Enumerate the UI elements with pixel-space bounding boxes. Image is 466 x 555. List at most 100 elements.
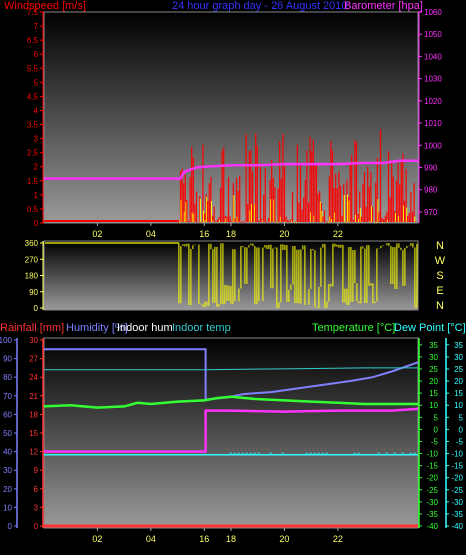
temp-y-tick-label: 10 (429, 401, 438, 410)
temp-x-tick-label: 20 (279, 534, 289, 544)
rain-y-tick-label: 70 (3, 392, 12, 401)
dew-y-tick-label: -10 (451, 450, 463, 459)
wind-y-tick-label: 7.5 (27, 8, 39, 17)
baro-y-tick-label: 1000 (424, 141, 442, 150)
dew-y-tick-label: 15 (454, 389, 463, 398)
dew-y-tick-label: -35 (451, 510, 463, 519)
hum-y-tick-label: 27 (29, 355, 38, 364)
hum-y-tick-label: 0 (34, 522, 39, 531)
rain-y-tick-label: 0 (8, 522, 13, 531)
dir-y-tick-label: 270 (25, 255, 39, 264)
baro-y-tick-label: 1030 (424, 75, 442, 84)
hum-y-tick-label: 9 (34, 466, 39, 475)
rainfall-label: Rainfall [mm] (0, 322, 64, 334)
dew-y-tick-label: -30 (451, 498, 463, 507)
wind-x-tick-label: 22 (333, 229, 343, 239)
temp-y-tick-label: -25 (426, 486, 438, 495)
compass-label: S (436, 270, 443, 282)
hum-y-tick-label: 6 (34, 485, 39, 494)
temp-y-tick-label: 15 (429, 389, 438, 398)
baro-y-tick-label: 970 (424, 208, 438, 217)
temp-y-tick-label: -5 (431, 437, 439, 446)
wind-y-tick-label: 1 (34, 191, 39, 200)
baro-y-tick-label: 1020 (424, 97, 442, 106)
temp-x-tick-label: 18 (226, 534, 236, 544)
temp-x-tick-label: 16 (199, 534, 209, 544)
temp-y-tick-label: -15 (426, 462, 438, 471)
wind-y-tick-label: 6 (34, 50, 39, 59)
hum-y-tick-label: 18 (29, 410, 38, 419)
dir-y-tick-label: 180 (25, 272, 39, 281)
hum-y-tick-label: 12 (29, 448, 38, 457)
rain-y-tick-label: 10 (3, 503, 12, 512)
baro-y-tick-label: 990 (424, 163, 438, 172)
dew-y-tick-label: -20 (451, 474, 463, 483)
dew-y-tick-label: -15 (451, 462, 463, 471)
wind-y-tick-label: 3.5 (27, 121, 39, 130)
temperature-line (43, 395, 418, 409)
temp-x-tick-label: 04 (146, 534, 156, 544)
barometer-axis-title: Barometer [hpa] (344, 0, 423, 12)
wind-y-tick-label: 5.5 (27, 64, 39, 73)
rain-y-tick-label: 60 (3, 410, 12, 419)
temp-y-tick-label: -20 (426, 474, 438, 483)
wind-y-tick-label: 4.5 (27, 92, 39, 101)
wind-x-tick-label: 02 (92, 229, 102, 239)
wind-panel (43, 11, 419, 224)
wind-x-tick-label: 16 (199, 229, 209, 239)
wind-y-tick-label: 0 (34, 219, 39, 228)
wind-y-tick-label: 2 (34, 163, 39, 172)
hum-y-tick-label: 15 (29, 429, 38, 438)
temp-x-tick-label: 02 (92, 534, 102, 544)
baro-y-tick-label: 1050 (424, 30, 442, 39)
temp-y-tick-label: 0 (434, 425, 439, 434)
indoor-temp-line (44, 367, 418, 371)
rain-y-tick-label: 30 (3, 466, 12, 475)
graph-title: 24 hour graph day - 26 August 2010 (172, 0, 348, 12)
dew-y-tick-label: 30 (454, 353, 463, 362)
wind-y-tick-label: 7 (34, 22, 39, 31)
wind-x-tick-label: 20 (279, 229, 289, 239)
hum-y-tick-label: 21 (29, 392, 38, 401)
dew-point-label: Dew Point [°C] (394, 322, 466, 334)
temp-y-tick-label: 25 (429, 365, 438, 374)
wind-y-tick-label: 0.5 (27, 205, 39, 214)
temp-y-tick-label: 30 (429, 353, 438, 362)
hum-y-tick-label: 24 (29, 373, 38, 382)
temp-y-tick-label: 35 (429, 341, 438, 350)
dew-y-tick-label: -25 (451, 486, 463, 495)
temp-y-tick-label: 20 (429, 377, 438, 386)
indoor-hum-line (44, 407, 419, 453)
rain-y-tick-label: 100 (0, 336, 13, 345)
temp-y-tick-label: 5 (434, 413, 439, 422)
dir-y-tick-label: 0 (34, 304, 39, 313)
dew-y-tick-label: 5 (459, 413, 464, 422)
dir-y-tick-label: 90 (29, 288, 38, 297)
temp-y-tick-label: -40 (426, 522, 438, 531)
humidity-label: Humidity [%] (66, 322, 128, 334)
wind-y-tick-label: 5 (34, 78, 39, 87)
temperature-label: Temperature [°C] (312, 322, 395, 334)
compass-label: N (436, 240, 444, 252)
compass-label: W (435, 255, 446, 267)
rain-y-tick-label: 50 (3, 429, 12, 438)
baro-y-tick-label: 1040 (424, 52, 442, 61)
dew-y-tick-label: 0 (459, 425, 464, 434)
dew-y-tick-label: 20 (454, 377, 463, 386)
dir-y-tick-label: 360 (25, 239, 39, 248)
rain-y-tick-label: 90 (3, 355, 12, 364)
temp-y-tick-label: -10 (426, 450, 438, 459)
wind-y-tick-label: 4 (34, 106, 39, 115)
wind-y-tick-label: 1.5 (27, 177, 39, 186)
indoor-hum-label: Indoor hum (117, 322, 173, 334)
hum-y-tick-label: 30 (29, 336, 38, 345)
windspeed-axis-title: Windspeed [m/s] (4, 0, 86, 12)
barometer-line (44, 159, 418, 180)
baro-y-tick-label: 980 (424, 186, 438, 195)
temperature-panel (43, 337, 419, 529)
rain-y-tick-label: 20 (3, 485, 12, 494)
temp-x-tick-label: 22 (333, 534, 343, 544)
compass-label: E (436, 285, 443, 297)
dew-y-tick-label: -40 (451, 522, 463, 531)
wind-y-tick-label: 2.5 (27, 149, 39, 158)
